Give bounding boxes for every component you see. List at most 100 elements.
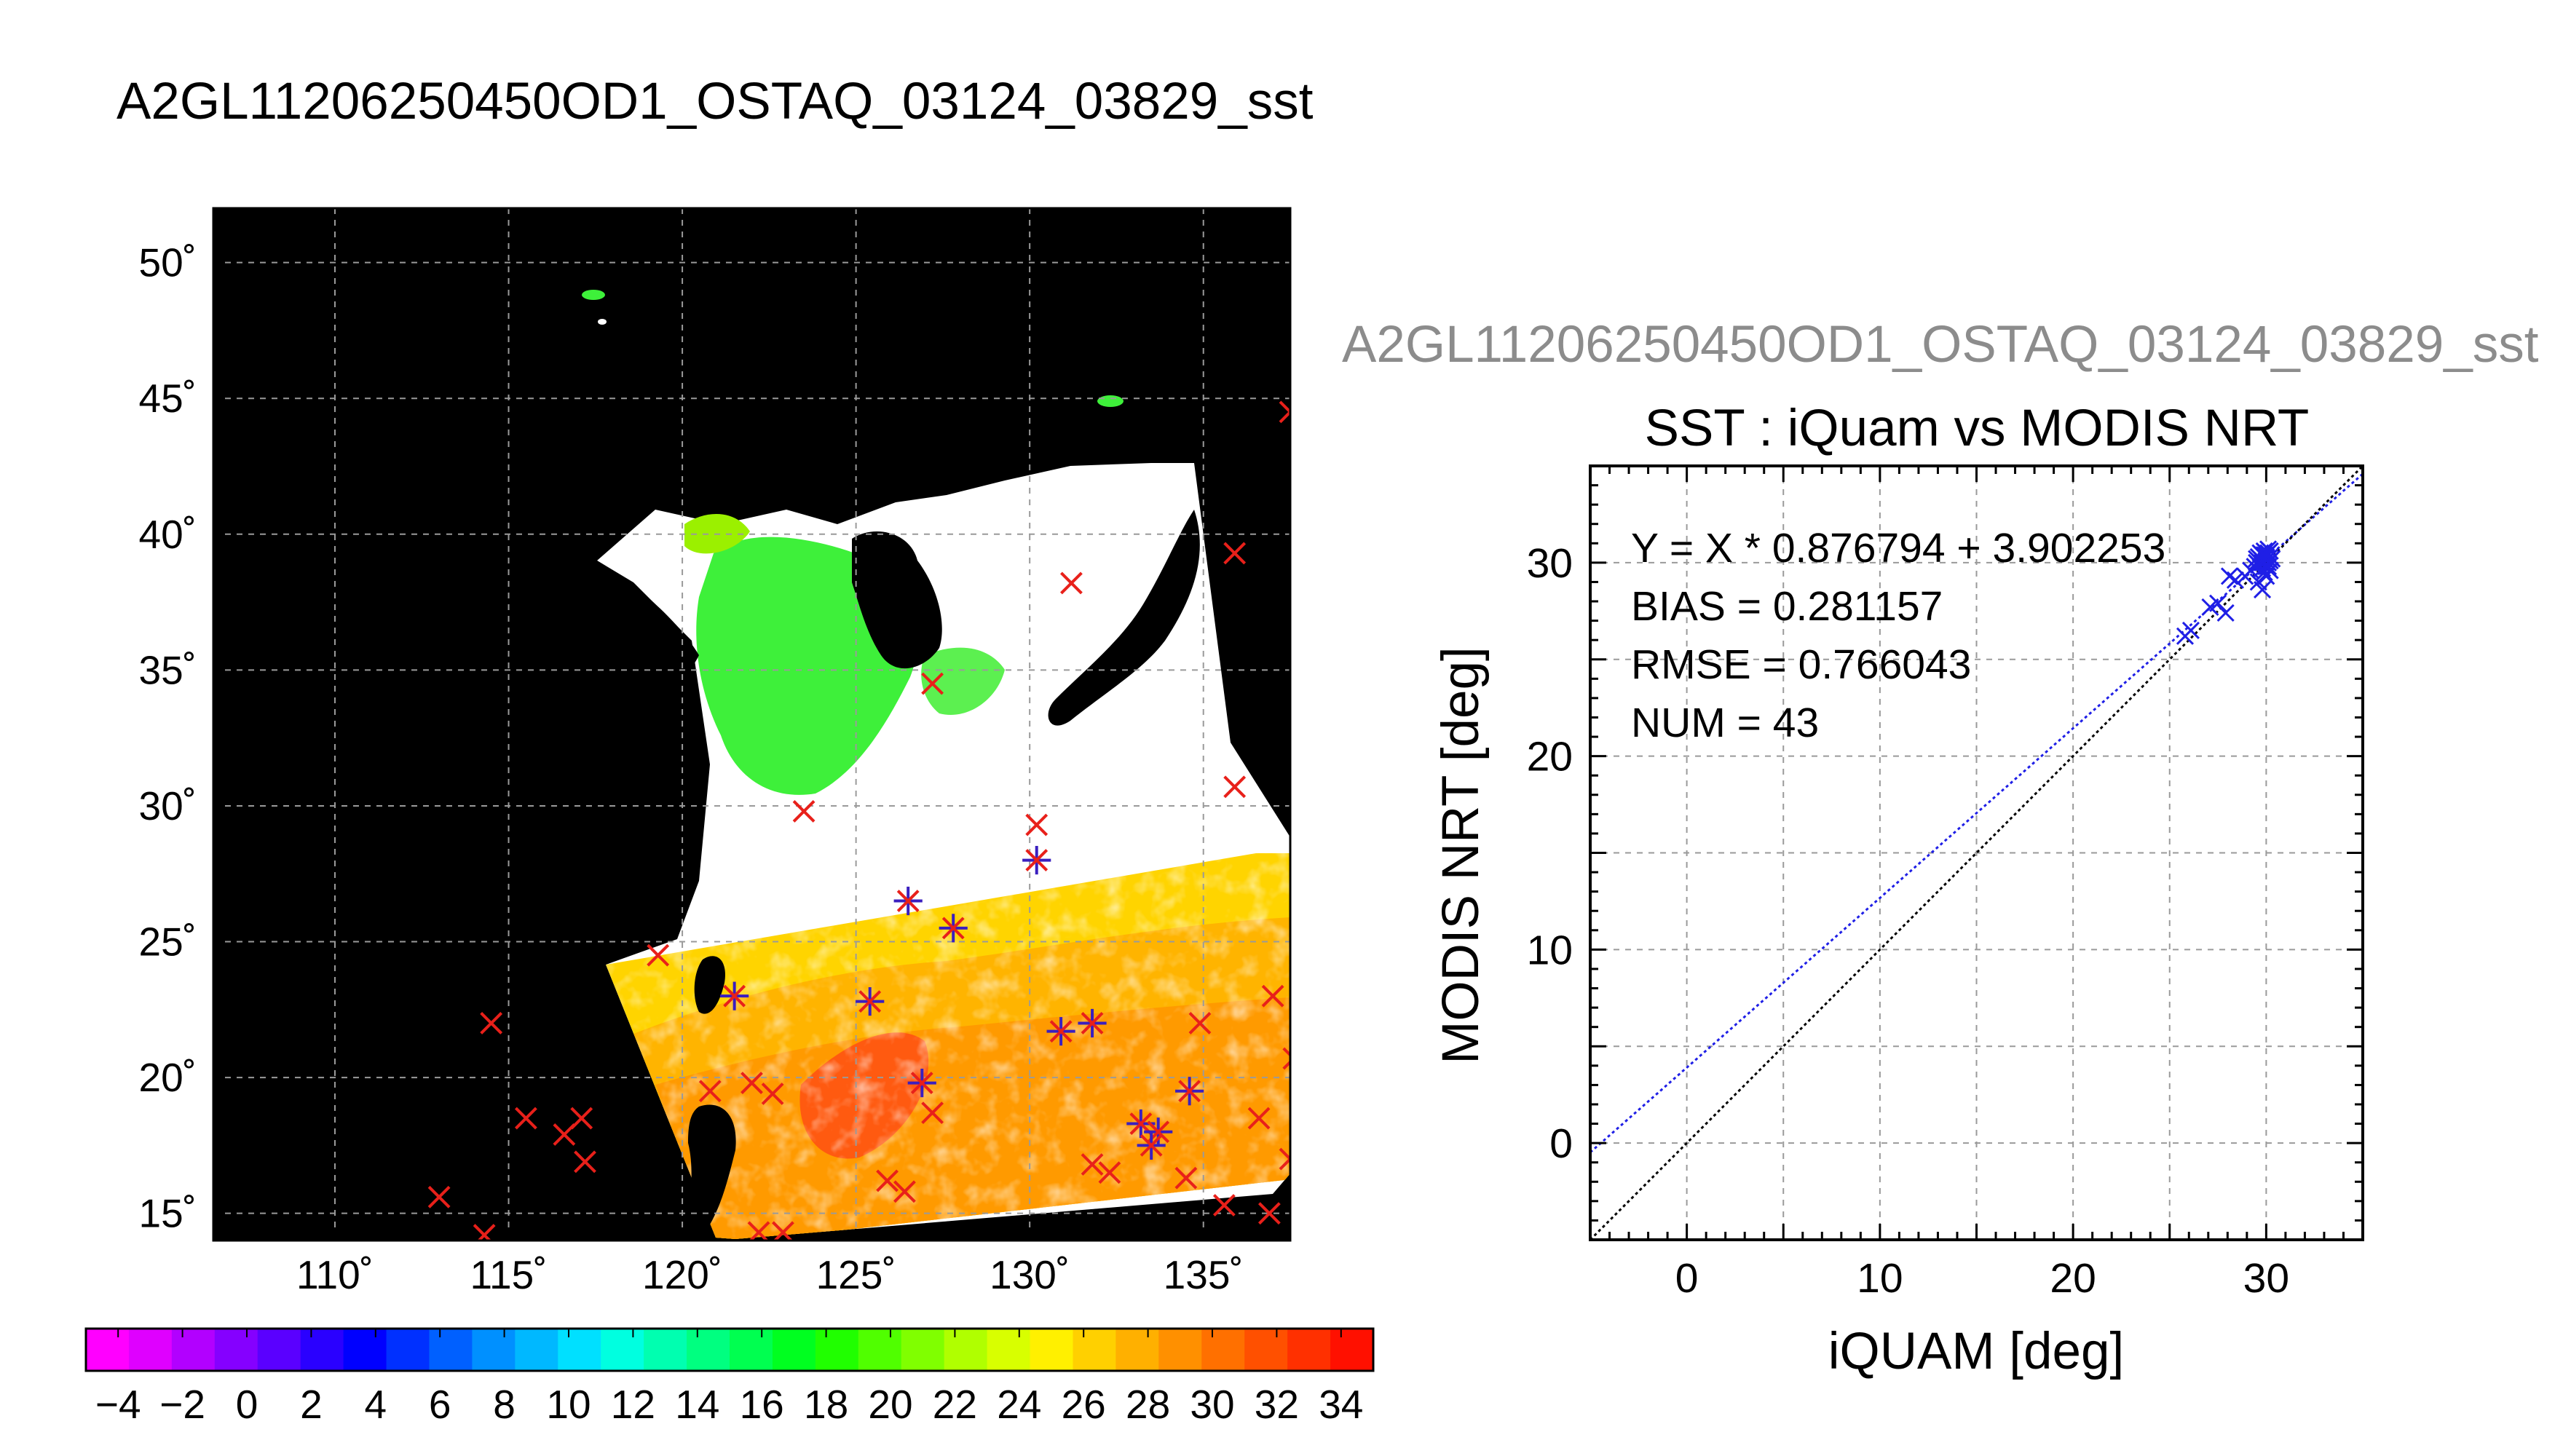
insitu-marker: [1060, 571, 1083, 595]
colorbar-cell: [1201, 1329, 1245, 1371]
map-ticks: 110˚ 115˚ 120˚ 125˚ 130˚ 135˚ 15˚ 20˚ 25˚ 30˚ 35˚ 4…: [139, 240, 1244, 1297]
scatter-xtick-label: 10: [1857, 1255, 1903, 1302]
map-lat-tick-label: 35˚: [139, 647, 197, 692]
insitu-marker: [1247, 1107, 1271, 1130]
colorbar-cell: [1115, 1329, 1159, 1371]
insitu-marker-matched: [1137, 1131, 1166, 1160]
colorbar-cell: [944, 1329, 988, 1371]
colorbar-tick-label: 18: [804, 1382, 848, 1427]
colorbar-tick-label: 20: [868, 1382, 912, 1427]
insitu-marker: [1261, 984, 1284, 1008]
map-graticule: [213, 208, 1290, 1241]
insitu-marker: [921, 672, 944, 695]
colorbar-tick-label: 26: [1062, 1382, 1106, 1427]
insitu-markers: [427, 400, 1290, 1241]
scatter-ytick-label: 10: [1527, 927, 1573, 973]
y-axis-label: MODIS NRT [deg]: [1432, 646, 1490, 1064]
map-frame: [212, 207, 1292, 1242]
colorbar-cell: [1287, 1329, 1331, 1371]
colorbar-cell: [128, 1329, 173, 1371]
scatter-xtick-label: 0: [1675, 1255, 1699, 1302]
map-lon-tick-label: 130˚: [990, 1252, 1070, 1297]
map-lat-tick-label: 50˚: [139, 240, 197, 285]
colorbar-cell: [343, 1329, 387, 1371]
map-lon-tick-label: 135˚: [1164, 1252, 1244, 1297]
scatter-ytick-label: 20: [1527, 734, 1573, 780]
colorbar-cell: [687, 1329, 730, 1371]
insitu-marker: [1212, 1194, 1236, 1216]
insitu-marker: [921, 1101, 944, 1125]
insitu-marker: [792, 799, 816, 823]
insitu-marker: [570, 1107, 593, 1130]
insitu-marker-matched: [1022, 845, 1051, 875]
colorbar-cell: [1030, 1329, 1073, 1371]
scatter-ytick-label: 30: [1527, 540, 1573, 587]
colorbar-tick-label: 0: [236, 1382, 258, 1427]
colorbar-tick-label: 34: [1319, 1382, 1363, 1427]
insitu-marker: [1282, 1047, 1290, 1070]
insitu-marker: [647, 943, 670, 967]
lake-speck: [582, 290, 605, 300]
scatter-point: [2181, 621, 2200, 639]
insitu-marker: [1188, 1012, 1212, 1034]
scatter-points: [2176, 540, 2281, 645]
insitu-marker: [876, 1169, 899, 1192]
map-lat-tick-label: 45˚: [139, 376, 197, 421]
insitu-marker-matched: [893, 886, 923, 916]
insitu-marker: [514, 1107, 537, 1130]
scatter-reference-lines: [1590, 466, 2363, 1240]
colorbar-tick-label: −4: [95, 1382, 141, 1427]
colorbar-tick-label: 4: [365, 1382, 387, 1427]
map-lat-tick-label: 30˚: [139, 783, 197, 828]
colorbar-cell: [858, 1329, 902, 1371]
scatter-point: [2261, 542, 2279, 560]
map-lon-tick-label: 125˚: [816, 1252, 896, 1297]
colorbar-cell: [472, 1329, 516, 1371]
lake-speck: [598, 319, 607, 325]
insitu-marker: [1279, 1147, 1290, 1171]
colorbar-tick-label: 16: [740, 1382, 784, 1427]
map-lon-tick-label: 115˚: [470, 1252, 548, 1297]
sst-map: 110˚ 115˚ 120˚ 125˚ 130˚ 135˚ 15˚ 20˚ 25˚ 30˚ 35˚ 4…: [139, 207, 1292, 1297]
colorbar-cell: [386, 1329, 430, 1371]
insitu-marker: [1223, 775, 1247, 799]
scatter-grid: [1590, 466, 2363, 1240]
scatter-xtick-label: 20: [2050, 1255, 2096, 1302]
colorbar-cell: [429, 1329, 473, 1371]
insitu-marker: [1098, 1161, 1121, 1184]
scatter-point: [2216, 604, 2235, 622]
insitu-marker: [473, 1224, 496, 1241]
map-lon-tick-label: 110˚: [296, 1252, 374, 1297]
colorbar-frame: [84, 1327, 1375, 1372]
stat-rmse: RMSE = 0.766043: [1631, 641, 1971, 688]
stat-num: NUM = 43: [1631, 700, 1819, 746]
insitu-marker: [772, 1221, 794, 1241]
colorbar-cell: [300, 1329, 344, 1371]
insitu-marker: [741, 1072, 763, 1094]
colorbar-tick-label: 28: [1126, 1382, 1170, 1427]
colorbar-cell: [730, 1329, 773, 1371]
scatter-point: [2209, 594, 2227, 612]
insitu-marker-matched: [939, 914, 968, 943]
colorbar-cell: [601, 1329, 644, 1371]
stat-bias: BIAS = 0.281157: [1631, 583, 1943, 630]
colorbar-cell: [558, 1329, 601, 1371]
stat-regression: Y = X * 0.876794 + 3.902253: [1631, 525, 2165, 571]
colorbar-tick-label: 12: [611, 1382, 655, 1427]
colorbar-cell: [86, 1329, 130, 1371]
colorbar-cell: [1330, 1329, 1374, 1371]
map-lon-tick-label: 120˚: [642, 1252, 722, 1297]
insitu-marker: [427, 1185, 451, 1208]
land-japan: [1048, 510, 1200, 726]
insitu-marker-matched: [1078, 1008, 1107, 1038]
colorbar-tick-label: 10: [546, 1382, 591, 1427]
colorbar-tick-label: 24: [997, 1382, 1041, 1427]
scatter-point: [2226, 571, 2244, 589]
map-lat-tick-label: 15˚: [139, 1191, 197, 1236]
colorbar-cell: [515, 1329, 558, 1371]
figure-title: A2GL11206250450OD1_OSTAQ_03124_03829_sst: [117, 73, 1314, 130]
one-to-one-line: [1590, 466, 2363, 1240]
insitu-marker: [480, 1012, 503, 1034]
scatter-ytick-label: 0: [1549, 1120, 1573, 1167]
